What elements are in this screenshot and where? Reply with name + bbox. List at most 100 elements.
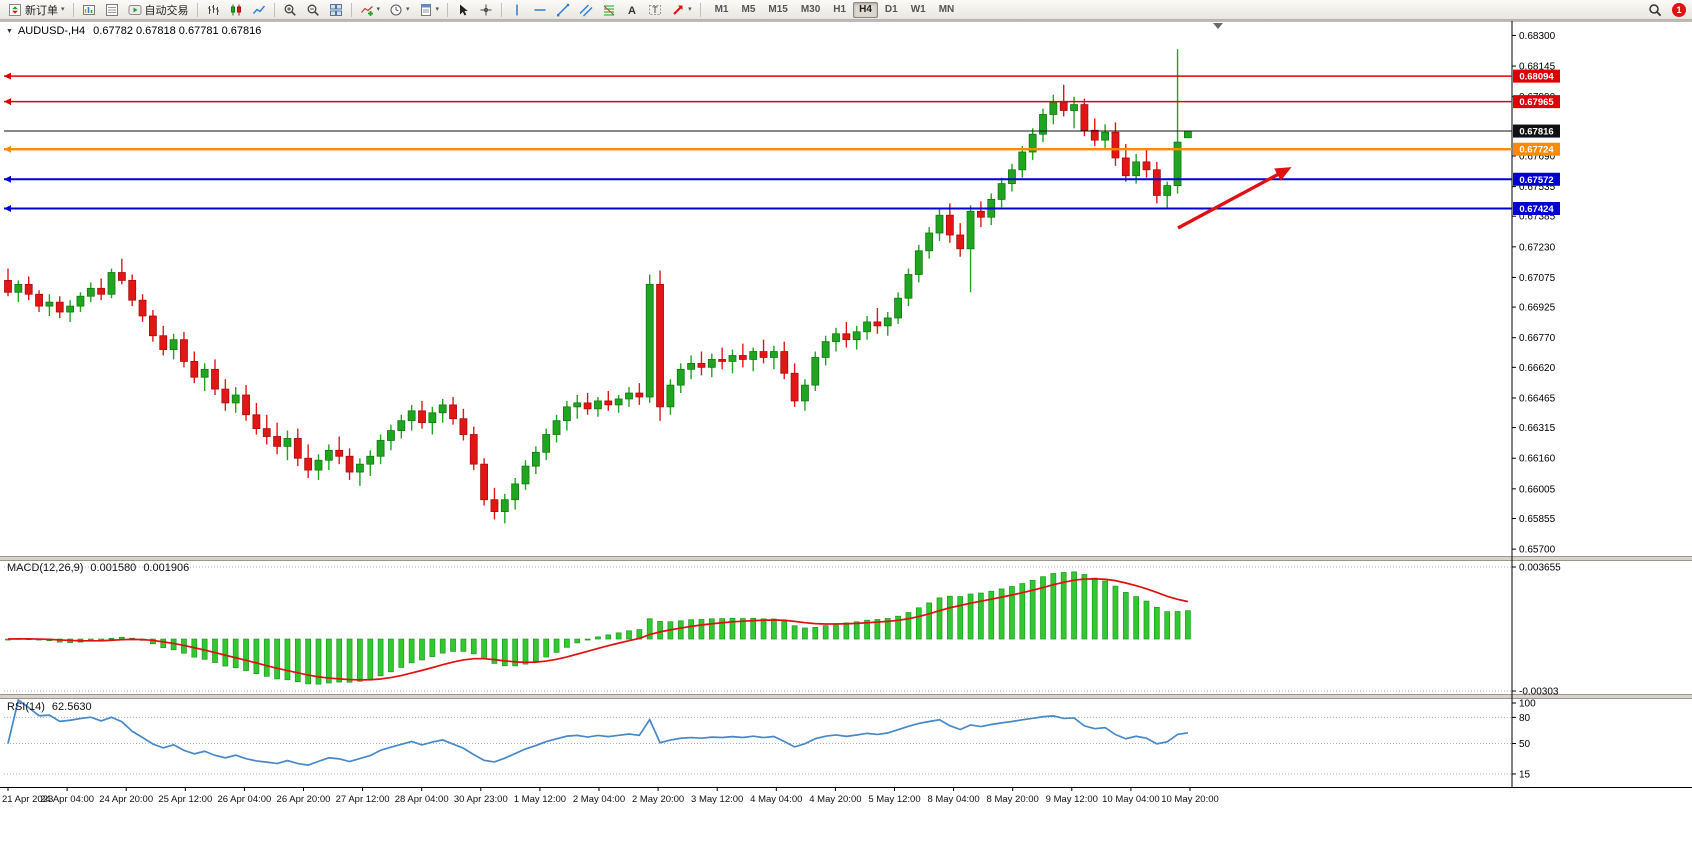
- auto-trading-button[interactable]: 自动交易: [124, 1, 193, 19]
- toolbar-separator: [447, 2, 449, 17]
- macd-bar: [688, 619, 694, 640]
- macd-bar: [336, 638, 343, 683]
- candle-body: [107, 272, 116, 295]
- timeframe-w1-button[interactable]: W1: [905, 2, 932, 18]
- timeframe-m15-button[interactable]: M15: [762, 2, 793, 18]
- level-left-marker: [4, 145, 11, 153]
- timeframe-h4-button[interactable]: H4: [853, 1, 878, 18]
- trend-arrow-annotation[interactable]: [1177, 167, 1292, 230]
- fibonacci-button[interactable]: [598, 1, 620, 19]
- candlestick-chart-button[interactable]: [225, 1, 247, 19]
- candle-body: [1090, 129, 1099, 141]
- macd-bar: [884, 618, 891, 640]
- price-badge-label: 0.67724: [1519, 145, 1554, 156]
- macd-bar: [491, 638, 498, 664]
- timeframe-d1-button[interactable]: D1: [879, 2, 904, 18]
- macd-bar: [781, 620, 788, 640]
- time-label: 10 May 04:00: [1102, 794, 1160, 805]
- charts-window-button[interactable]: [78, 1, 100, 19]
- candle-body: [14, 283, 23, 293]
- macd-bar: [833, 623, 839, 640]
- bar-chart-button[interactable]: [202, 1, 224, 19]
- candle-body: [273, 436, 282, 447]
- text-label-button[interactable]: T: [644, 1, 666, 19]
- chart-canvas[interactable]: 0.683000.681450.679900.676900.675350.673…: [0, 20, 1692, 852]
- panel-divider[interactable]: [0, 694, 1692, 699]
- timeframe-m1-button[interactable]: M1: [709, 2, 735, 18]
- horizontal-line-button[interactable]: [529, 1, 551, 19]
- price-badge[interactable]: [1513, 172, 1560, 186]
- timeframe-mn-button[interactable]: MN: [933, 2, 961, 18]
- macd-bar: [232, 638, 239, 669]
- notification-badge[interactable]: 1: [1672, 2, 1686, 17]
- time-label: 4 May 04:00: [750, 794, 802, 805]
- candle-body: [117, 272, 126, 281]
- periods-button[interactable]: ▾: [385, 1, 414, 19]
- candle-body: [180, 339, 188, 362]
- data-window-button[interactable]: [101, 1, 123, 19]
- price-badge[interactable]: [1513, 202, 1560, 216]
- candle-body: [159, 335, 168, 350]
- vertical-line-button[interactable]: [506, 1, 528, 19]
- candle-body: [35, 293, 43, 307]
- cursor-button[interactable]: [452, 1, 474, 19]
- macd-bar: [212, 638, 218, 663]
- rsi-axis-label: 50: [1519, 739, 1531, 750]
- panel-divider[interactable]: [0, 556, 1692, 561]
- tile-windows-button[interactable]: [325, 1, 347, 19]
- indicators-button[interactable]: ▾: [356, 1, 385, 19]
- price-badge[interactable]: [1513, 95, 1560, 109]
- new-order-button[interactable]: 新订单 ▾: [4, 1, 69, 19]
- zoom-out-button[interactable]: [302, 1, 324, 19]
- timeframe-m30-button[interactable]: M30: [795, 2, 826, 18]
- price-tick-label: 0.66925: [1519, 303, 1556, 314]
- trendline-icon: [557, 3, 570, 16]
- macd-bar: [388, 638, 394, 673]
- candle-body: [376, 440, 385, 457]
- caret-down-icon: ▾: [61, 6, 65, 13]
- search-button[interactable]: [1644, 1, 1666, 19]
- channel-button[interactable]: [575, 1, 597, 19]
- candle-body: [283, 438, 292, 447]
- text-tool-button[interactable]: A: [621, 1, 643, 19]
- candle-body: [469, 434, 478, 465]
- candle-body: [1101, 131, 1109, 141]
- time-label: 24 Apr 04:00: [40, 794, 94, 805]
- price-badge-label: 0.68094: [1519, 72, 1554, 83]
- chart-title: ▼ AUDUSD-,H4 0.67782 0.67818 0.67781 0.6…: [6, 25, 261, 37]
- zoom-in-button[interactable]: [279, 1, 301, 19]
- price-badge[interactable]: [1513, 142, 1560, 156]
- collapse-triangle-icon[interactable]: ▼: [6, 27, 13, 35]
- candle-body: [480, 463, 489, 501]
- price-badge[interactable]: [1513, 69, 1560, 83]
- chart-shift-marker[interactable]: [1213, 23, 1223, 29]
- line-chart-button[interactable]: [248, 1, 270, 19]
- templates-button[interactable]: ▾: [415, 1, 444, 19]
- timeframe-m5-button[interactable]: M5: [735, 2, 761, 18]
- candle-body: [604, 400, 613, 406]
- candle-body: [697, 362, 706, 368]
- toolbar: 新订单 ▾ 自动交易: [0, 0, 1692, 20]
- search-icon: [1649, 3, 1662, 16]
- macd-bar: [812, 627, 819, 640]
- macd-bar: [874, 619, 881, 640]
- caret-down-icon: ▾: [688, 6, 692, 13]
- candle-body: [459, 418, 468, 435]
- candle-body: [521, 465, 530, 485]
- caret-down-icon: ▾: [376, 6, 381, 13]
- candle-body: [904, 274, 913, 299]
- trendline-button[interactable]: [552, 1, 574, 19]
- price-badge[interactable]: [1513, 124, 1560, 138]
- label-icon: T: [649, 4, 662, 15]
- crosshair-button[interactable]: [475, 1, 497, 19]
- arrows-button[interactable]: ▾: [667, 1, 696, 19]
- macd-bar: [729, 617, 736, 640]
- macd-bar: [419, 638, 425, 661]
- price-tick-label: 0.67385: [1519, 212, 1556, 223]
- macd-signal-line: [7, 578, 1189, 681]
- macd-bar: [1081, 574, 1088, 640]
- candle-body: [138, 299, 147, 317]
- timeframe-h1-button[interactable]: H1: [827, 2, 852, 18]
- macd-bar: [284, 638, 291, 681]
- macd-bar: [895, 615, 901, 640]
